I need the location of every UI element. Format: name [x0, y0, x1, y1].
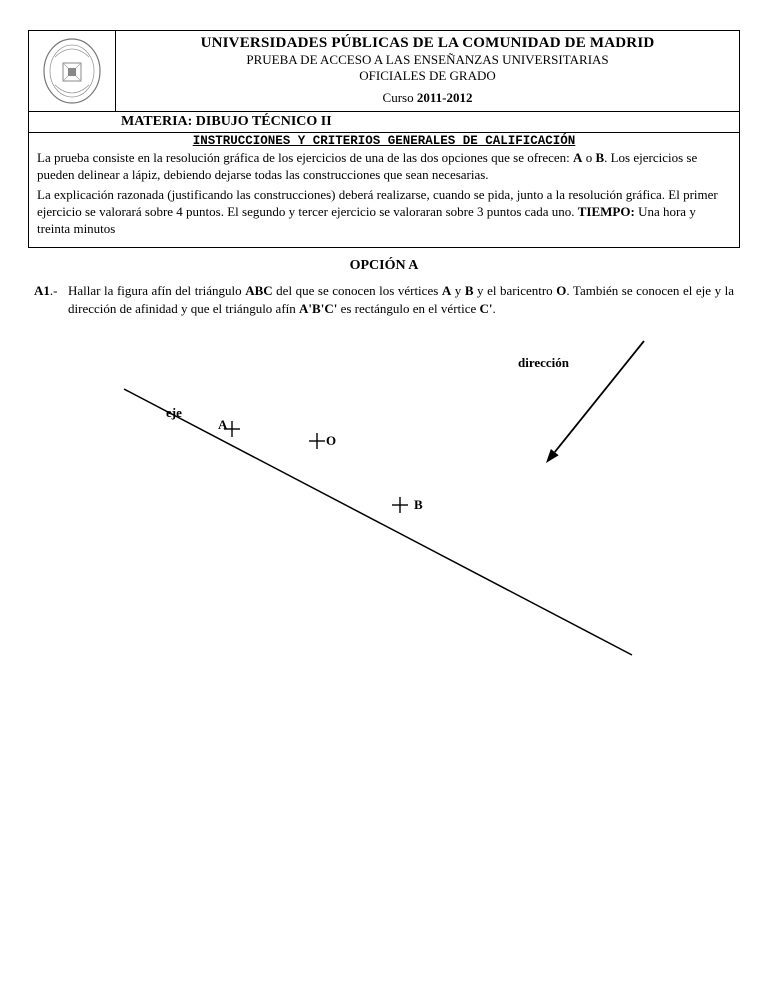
instructions-para1: La prueba consiste en la resolución gráf… — [37, 150, 731, 183]
materia-row: MATERIA: DIBUJO TÉCNICO II — [29, 112, 739, 133]
title-sub1: PRUEBA DE ACCESO A LAS ENSEÑANZAS UNIVER… — [124, 52, 731, 68]
curso-prefix: Curso — [383, 90, 417, 105]
point-O-label: O — [326, 433, 336, 449]
point-A-label: A — [218, 417, 227, 433]
eje-label: eje — [166, 405, 182, 421]
opcion-title: OPCIÓN A — [28, 258, 740, 274]
title-cell: UNIVERSIDADES PÚBLICAS DE LA COMUNIDAD D… — [116, 31, 739, 111]
page: UNIVERSIDADES PÚBLICAS DE LA COMUNIDAD D… — [0, 0, 768, 807]
instructions-body: La prueba consiste en la resolución gráf… — [29, 150, 739, 247]
instructions-block: INSTRUCCIONES Y CRITERIOS GENERALES DE C… — [29, 133, 739, 247]
diagram-svg — [28, 337, 728, 777]
document-box: UNIVERSIDADES PÚBLICAS DE LA COMUNIDAD D… — [28, 30, 740, 248]
direccion-label: dirección — [518, 355, 569, 371]
point-B-cross — [392, 497, 408, 513]
title-sub2: OFICIALES DE GRADO — [124, 68, 731, 84]
question-label: A1.- — [34, 282, 68, 317]
curso-line: Curso 2011-2012 — [124, 90, 731, 106]
instructions-heading: INSTRUCCIONES Y CRITERIOS GENERALES DE C… — [29, 133, 739, 148]
point-B-label: B — [414, 497, 423, 513]
geometry-diagram: dirección eje A O B — [28, 337, 728, 777]
question-a1: A1.- Hallar la figura afín del triángulo… — [28, 282, 740, 317]
axis-line — [124, 389, 632, 655]
university-seal-icon — [41, 35, 103, 107]
curso-year: 2011-2012 — [417, 90, 473, 105]
question-body: Hallar la figura afín del triángulo ABC … — [68, 282, 734, 317]
header-row: UNIVERSIDADES PÚBLICAS DE LA COMUNIDAD D… — [29, 31, 739, 112]
logo-cell — [29, 31, 116, 111]
title-main: UNIVERSIDADES PÚBLICAS DE LA COMUNIDAD D… — [124, 35, 731, 52]
point-O-cross — [309, 433, 325, 449]
instructions-para2: La explicación razonada (justificando la… — [37, 187, 731, 237]
